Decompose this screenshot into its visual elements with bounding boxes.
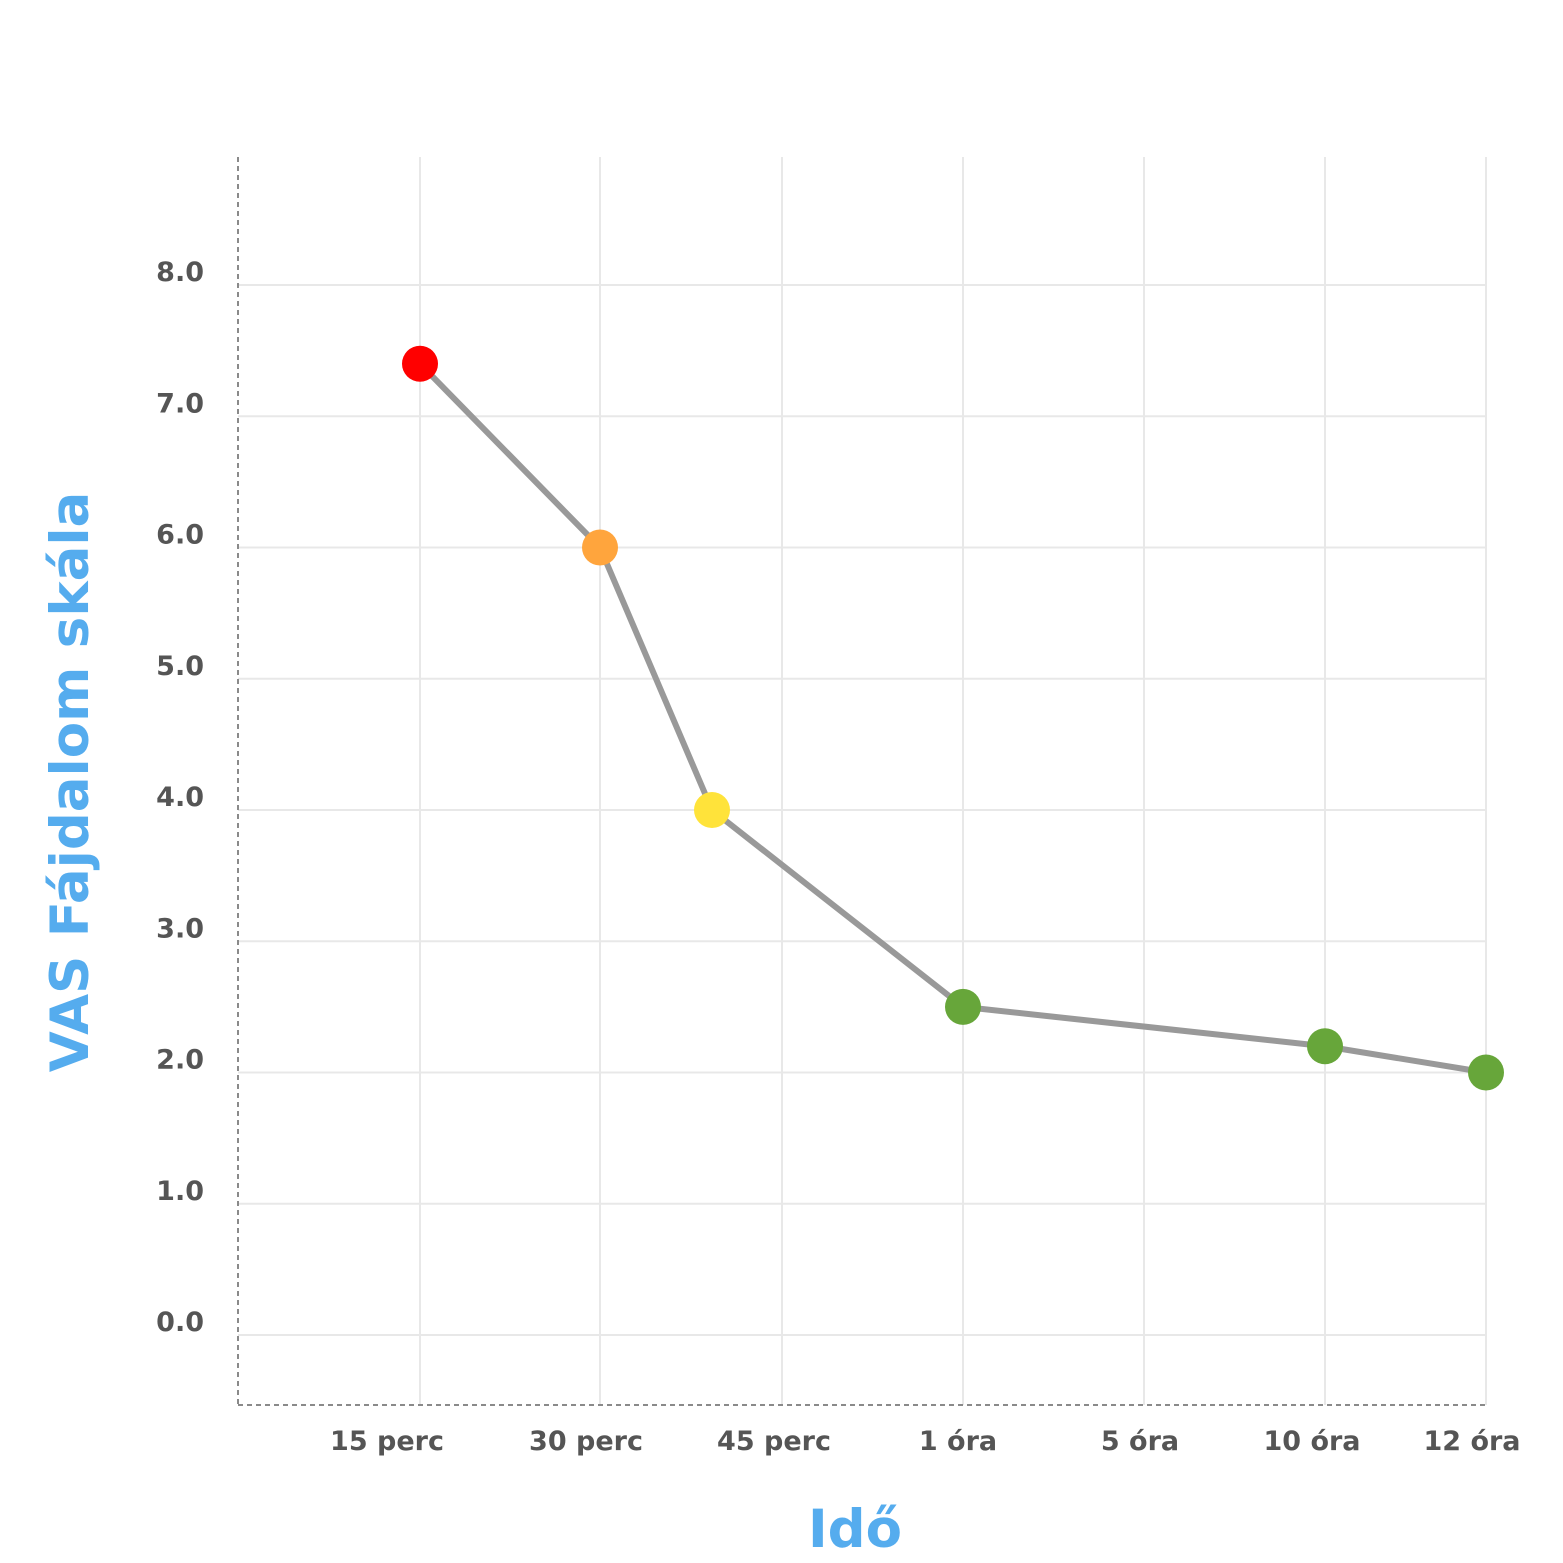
x-tick-label: 45 perc <box>717 1426 831 1457</box>
y-tick-labels: 0.0 1.0 2.0 3.0 4.0 5.0 6.0 7.0 8.0 <box>156 257 204 1338</box>
y-tick-label: 7.0 <box>156 388 204 419</box>
series-line <box>417 360 1489 1076</box>
y-tick-label: 6.0 <box>156 520 204 551</box>
y-tick-label: 2.0 <box>156 1045 204 1076</box>
y-tick-label: 5.0 <box>156 651 204 682</box>
x-tick-label: 30 perc <box>529 1426 643 1457</box>
grid <box>238 157 1487 1405</box>
x-tick-label: 10 óra <box>1263 1426 1360 1457</box>
y-tick-label: 0.0 <box>156 1307 204 1338</box>
x-tick-labels: 15 perc 30 perc 45 perc 1 óra 5 óra 10 óra 12 … <box>330 1426 1521 1457</box>
data-point <box>402 345 438 382</box>
x-tick-label: 5 óra <box>1101 1426 1179 1457</box>
y-tick-label: 1.0 <box>156 1176 204 1207</box>
data-point <box>945 988 981 1025</box>
y-tick-label: 3.0 <box>156 913 204 944</box>
data-point <box>1468 1054 1504 1091</box>
y-tick-label: 8.0 <box>156 257 204 288</box>
axes <box>237 157 1486 1406</box>
x-tick-label: 1 óra <box>919 1426 997 1457</box>
data-point <box>582 529 618 566</box>
x-axis-title: Idő <box>808 1499 902 1560</box>
data-point <box>694 792 730 828</box>
y-tick-label: 4.0 <box>156 782 204 813</box>
series <box>402 345 1504 1091</box>
data-point <box>1307 1028 1343 1065</box>
x-tick-label: 12 óra <box>1423 1426 1520 1457</box>
x-tick-label: 15 perc <box>330 1426 444 1457</box>
y-axis-title: VAS Fájdalom skála <box>40 492 101 1073</box>
